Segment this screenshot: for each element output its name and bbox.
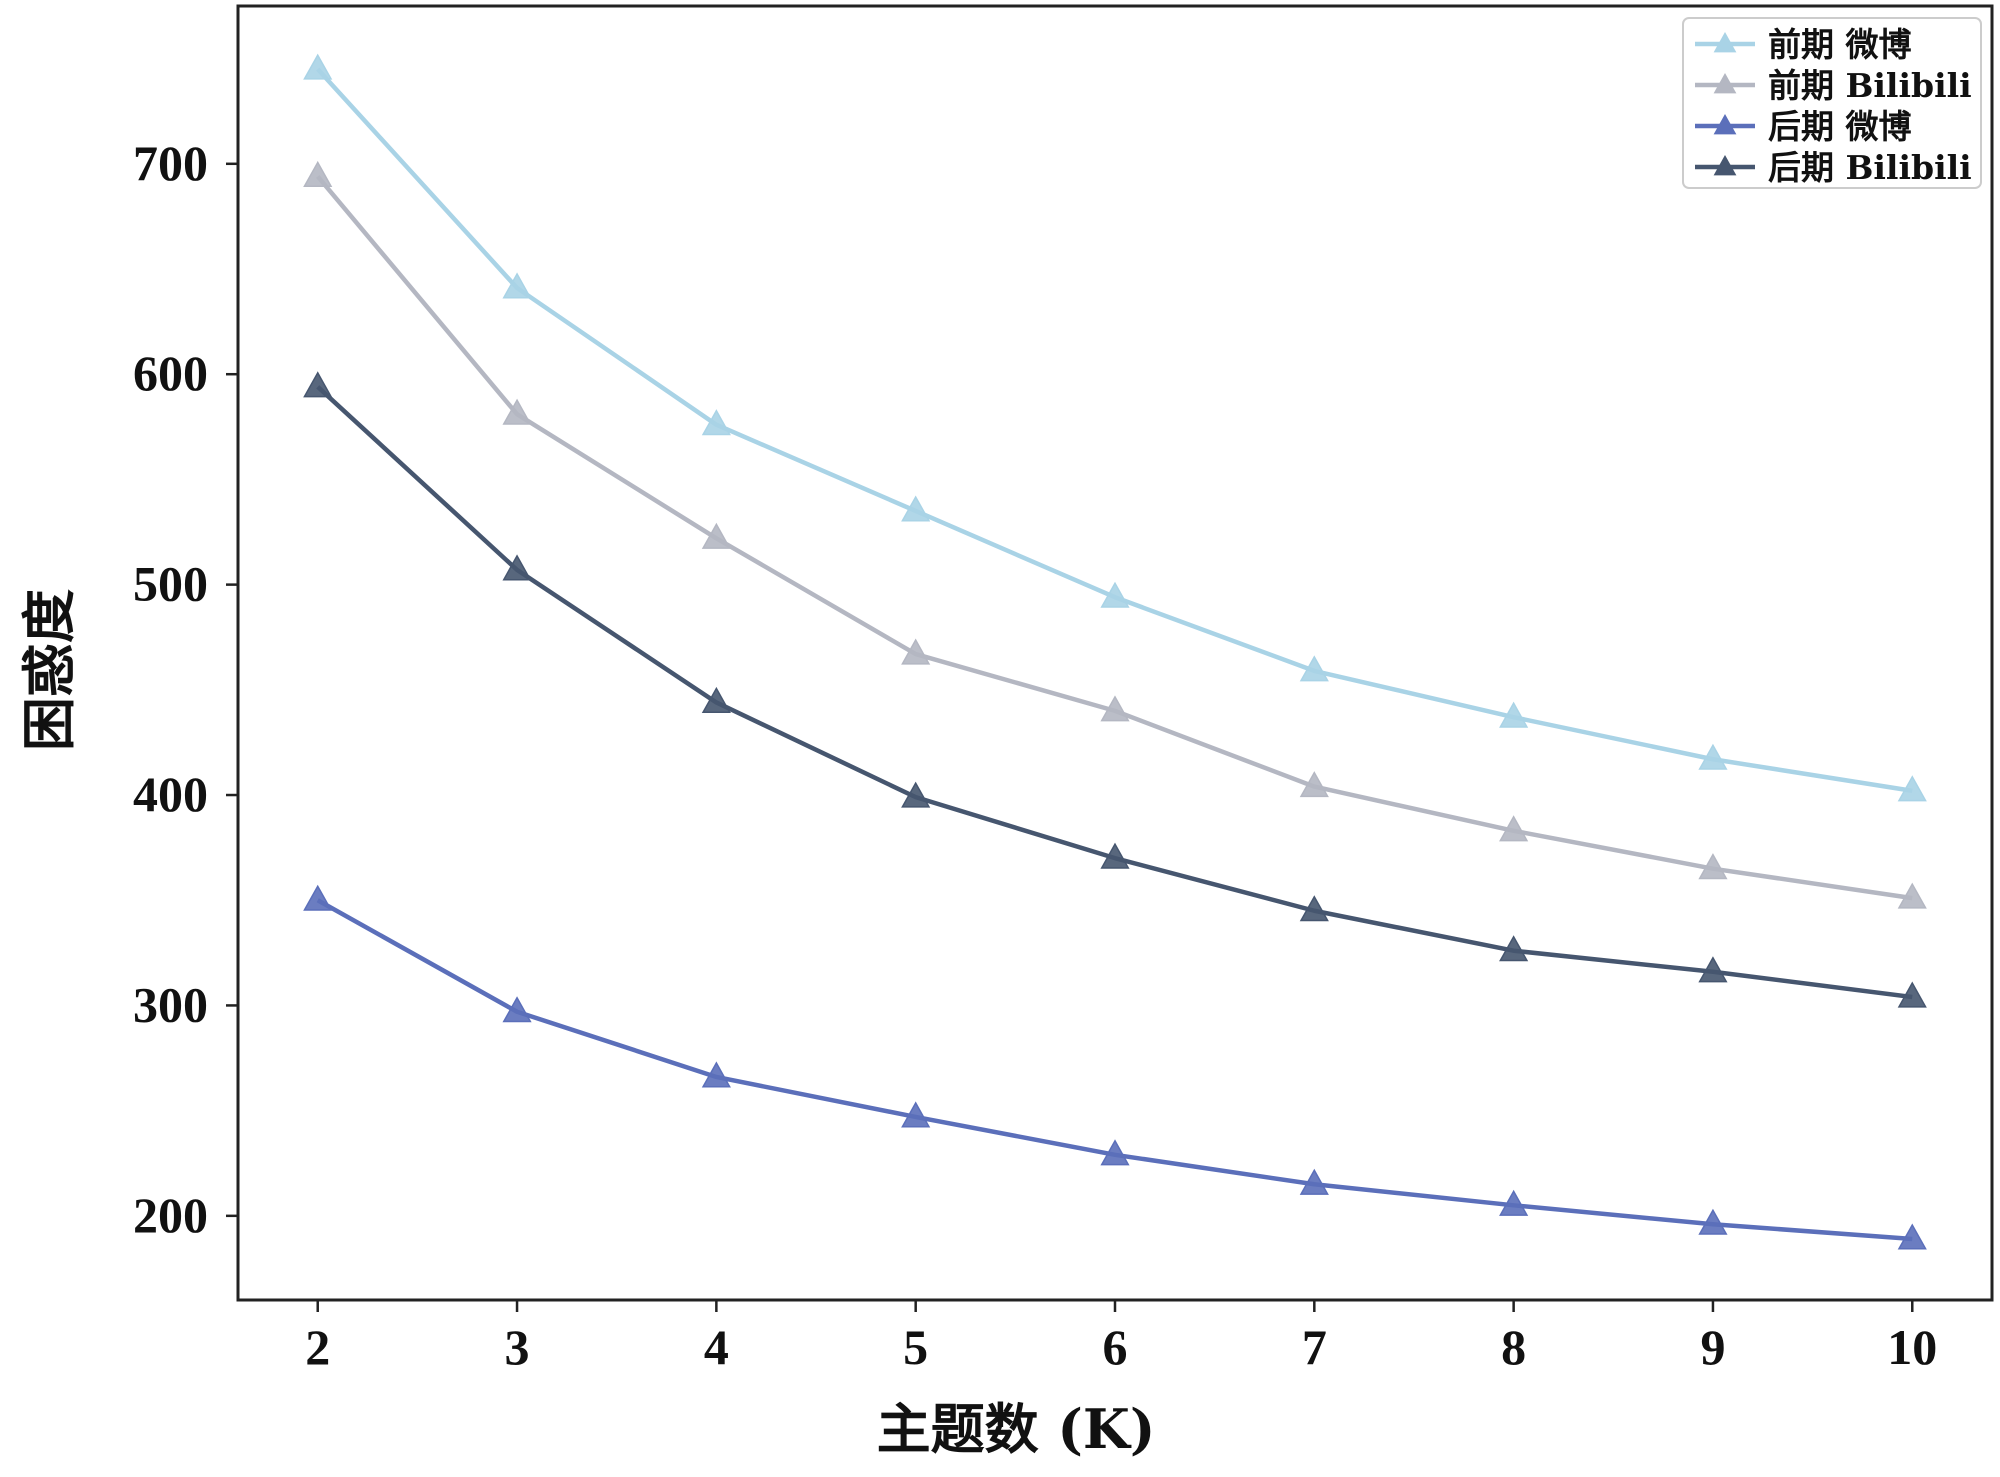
data-point-marker [1299,1168,1329,1195]
data-point-marker [701,686,731,713]
x-tick-label: 10 [1887,1319,1937,1375]
data-point-marker [1299,655,1329,682]
data-point-marker [1499,935,1529,962]
data-point-marker [502,996,532,1023]
data-point-marker [502,398,532,425]
legend-marker [1713,32,1737,53]
data-point-marker [901,638,931,665]
data-point-marker [1698,1208,1728,1235]
legend-label: 后期 Bilibili [1768,148,1972,187]
y-tick-label: 600 [133,345,208,401]
x-tick-label: 8 [1501,1319,1526,1375]
y-tick-label: 700 [133,135,208,191]
data-point-marker [303,160,333,187]
x-axis-title: 主题数 (K) [877,1397,1156,1461]
data-point-marker [303,371,333,398]
data-point-marker [1100,695,1130,722]
x-tick-label: 5 [903,1319,928,1375]
x-tick-label: 4 [704,1319,729,1375]
legend-item: 前期 Bilibili [1695,66,1972,105]
data-point-marker [1499,815,1529,842]
data-point-marker [1299,895,1329,922]
data-point-marker [1897,1223,1927,1250]
y-tick-label: 400 [133,766,208,822]
legend-marker [1713,114,1737,135]
x-tick-label: 6 [1103,1319,1128,1375]
series-4 [303,371,1927,1008]
data-point-marker [1100,1139,1130,1166]
data-point-marker [1897,981,1927,1008]
data-point-marker [701,1061,731,1088]
plot-area [236,4,1994,1302]
series-2 [303,160,1927,909]
y-axis-title: 困惑度 [17,589,81,751]
y-tick-label: 200 [133,1187,208,1243]
data-point-marker [901,495,931,522]
x-tick-label: 2 [305,1319,330,1375]
data-point-marker [1100,581,1130,608]
legend-marker [1713,73,1737,94]
series-3 [303,884,1927,1250]
legend-item: 前期 微博 [1695,25,1912,64]
data-point-marker [1499,701,1529,728]
legend-label: 前期 微博 [1768,25,1912,64]
x-tick-label: 3 [505,1319,530,1375]
data-point-marker [1100,842,1130,869]
y-axis-ticks: 200 300 400 500 600 700 [133,135,238,1243]
series-layer [303,53,1927,1250]
data-point-marker [303,884,333,911]
data-point-marker [901,781,931,808]
legend-box [1682,17,1982,189]
data-point-marker [1299,771,1329,798]
data-point-marker [1698,956,1728,983]
legend-item: 后期 微博 [1695,107,1912,146]
legend-label: 后期 微博 [1768,107,1912,146]
y-tick-label: 300 [133,976,208,1032]
data-point-marker [1698,743,1728,770]
data-point-marker [701,409,731,436]
legend-item: 后期 Bilibili [1695,148,1972,187]
data-point-marker [701,522,731,549]
data-point-marker [1499,1189,1529,1216]
data-point-marker [502,272,532,299]
data-point-marker [1897,775,1927,802]
legend-label: 前期 Bilibili [1768,66,1972,105]
x-axis-ticks: 2 3 4 5 6 7 8 9 10 [305,1300,1937,1375]
legend-marker [1713,155,1737,176]
data-point-marker [303,53,333,80]
x-tick-label: 9 [1700,1319,1725,1375]
x-tick-label: 7 [1302,1319,1327,1375]
series-1 [303,53,1927,802]
data-point-marker [1897,882,1927,909]
data-point-marker [1698,853,1728,880]
data-point-marker [502,554,532,581]
data-point-marker [901,1101,931,1128]
y-tick-label: 500 [133,556,208,612]
